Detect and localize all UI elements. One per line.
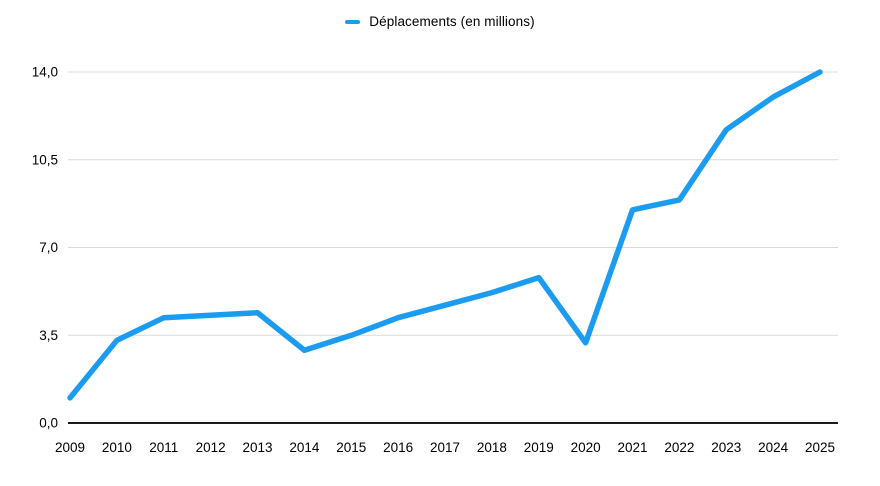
x-tick-label: 2025	[805, 440, 835, 455]
x-tick-label: 2012	[196, 440, 226, 455]
x-tick-label: 2010	[102, 440, 132, 455]
x-tick-label: 2016	[383, 440, 413, 455]
x-tick-label: 2013	[242, 440, 272, 455]
x-tick-label: 2021	[617, 440, 647, 455]
y-tick-label: 10,5	[32, 152, 58, 167]
x-tick-label: 2009	[55, 440, 85, 455]
x-tick-label: 2014	[289, 440, 320, 455]
y-tick-label: 3,5	[39, 328, 58, 343]
y-tick-label: 0,0	[39, 416, 58, 431]
x-tick-label: 2018	[477, 440, 507, 455]
x-tick-label: 2024	[758, 440, 789, 455]
data-line-deplacements	[67, 69, 823, 401]
y-tick-label: 14,0	[32, 65, 58, 80]
x-tick-label: 2011	[149, 440, 178, 455]
x-tick-label: 2019	[524, 440, 554, 455]
x-tick-label: 2022	[664, 440, 694, 455]
x-tick-label: 2017	[430, 440, 460, 455]
y-tick-label: 7,0	[39, 240, 58, 255]
x-tick-label: 2015	[336, 440, 366, 455]
x-tick-label: 2023	[711, 440, 741, 455]
x-tick-label: 2020	[571, 440, 601, 455]
